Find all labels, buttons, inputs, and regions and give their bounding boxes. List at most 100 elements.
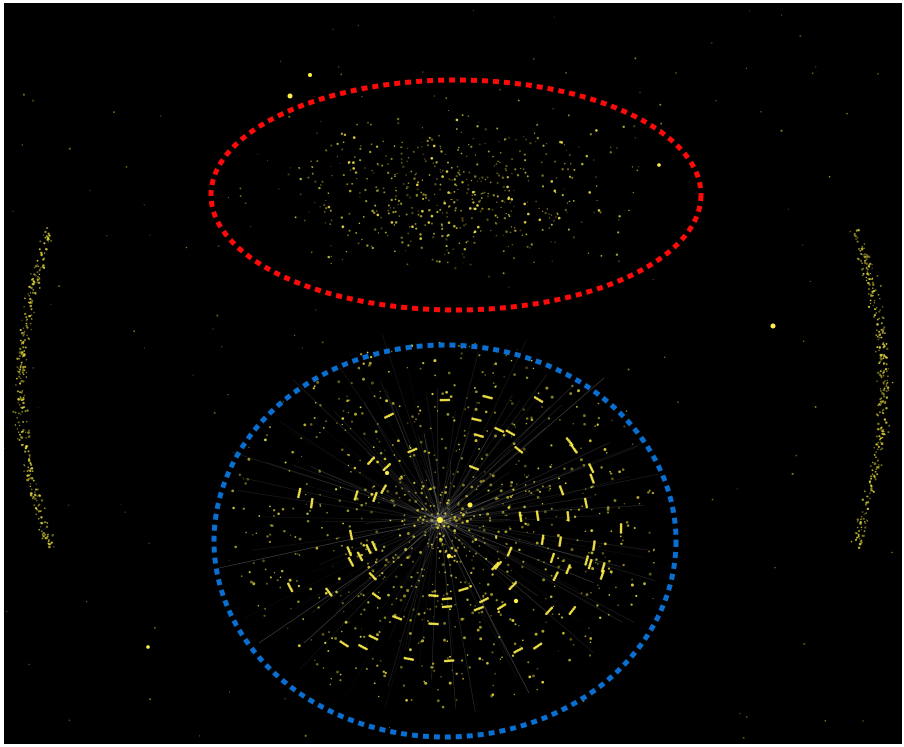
node-point [581,162,584,166]
node-point [357,366,361,370]
node-point [333,550,335,552]
node-point [382,187,385,190]
node-point [460,507,464,511]
node-point [280,569,284,573]
node-point [484,542,486,544]
node-point [413,481,416,485]
side-arc-point [24,297,26,300]
side-arc-point [864,522,866,524]
edge-line [437,498,463,520]
node-point [453,559,456,562]
isolated-point [787,208,790,210]
node-point [439,169,441,171]
node-point [423,515,426,518]
side-arc-point [40,499,44,502]
node-point [367,364,371,367]
isolated-point [185,246,188,249]
node-point [428,136,431,139]
node-point [431,258,434,261]
node-point [596,604,599,607]
node-point [360,613,362,615]
side-arc-point [17,367,20,369]
node-point [501,176,505,179]
node-point [490,593,494,596]
isolated-point [527,474,530,477]
node-point [389,207,392,209]
side-arc-point [25,322,28,325]
node-point [416,518,420,522]
node-point [485,453,489,457]
node-point [249,580,253,584]
node-point [246,477,250,481]
edge-line [439,516,509,657]
side-arc-point [884,332,886,335]
node-point [331,175,333,177]
node-point [541,210,544,213]
node-point [542,578,546,582]
side-arc-point [52,545,55,548]
isolated-point [430,546,433,548]
node-point [463,636,466,640]
node-point [578,146,580,148]
node-point [417,642,420,644]
node-point [416,508,420,512]
side-arc-point [876,371,880,374]
node-point [460,617,464,621]
side-arc-point [19,397,22,399]
node-point [562,559,566,562]
side-arc-point [41,533,44,536]
node-point [525,366,528,369]
node-point [648,572,652,576]
node-point [395,575,398,578]
node-point [421,481,423,484]
node-point [305,493,307,496]
isolated-point [239,187,242,190]
node-point [440,150,443,153]
node-point [412,453,416,457]
isolated-point [891,551,893,554]
node-point [450,546,454,550]
node-point [478,657,482,660]
node-point [453,191,456,193]
node-point [383,497,385,499]
side-arc-point [37,279,39,281]
node-point [495,599,498,602]
node-point [458,242,461,245]
side-arc-point [23,306,25,308]
side-arc-point [30,273,32,275]
node-point [491,474,495,478]
node-point [633,526,636,530]
side-arc-point [48,234,51,237]
side-arc-point [871,278,873,280]
edge-line [435,511,477,518]
isolated-point [332,565,334,568]
node-point [336,422,338,424]
node-point [465,494,468,498]
side-arc-point [879,387,882,390]
node-point [376,189,379,192]
node-point [631,443,634,445]
edge-line [423,432,441,521]
node-point [294,216,297,219]
side-arc-point [880,390,882,392]
side-arc-point [878,403,881,406]
node-point [453,515,457,519]
side-arc-point [41,537,44,540]
node-point [501,510,505,514]
node-point [324,222,327,224]
node-point [354,171,358,174]
node-point [438,532,442,535]
node-point [297,584,301,588]
node-point [446,261,449,264]
node-point [454,209,457,212]
side-arc-point [856,526,859,529]
edge-line [308,416,439,520]
node-point [499,161,501,164]
node-point [479,480,483,483]
node-point [258,514,261,517]
node-point [637,165,640,168]
side-arc-point [23,330,26,333]
node-point [456,470,459,473]
edge-line [444,496,593,521]
side-arc-point [881,411,883,413]
